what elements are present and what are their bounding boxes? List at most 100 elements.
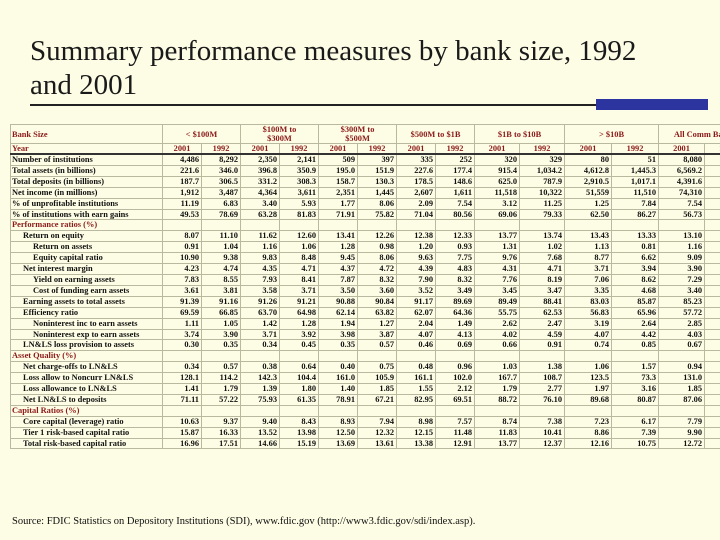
table-cell: 11.83 [474, 426, 521, 439]
table-row: Noninterest exp to earn assets 3.74 3.90 3.… [10, 328, 720, 341]
table-cell: 8.19 [519, 273, 566, 286]
table-cell: 4.33 [704, 328, 720, 341]
page-title: Summary performance measures by bank siz… [30, 35, 637, 101]
table-cell: 509 [318, 152, 359, 166]
year-header: 2001 [162, 143, 202, 155]
table-cell: 0.45 [278, 339, 320, 352]
table-cell: 11.10 [201, 230, 241, 243]
table-cell: 73.3 [611, 372, 660, 385]
table-cell: 63.70 [240, 306, 280, 319]
table-cell: 12.15 [396, 426, 437, 439]
table-cell: 7.87 [318, 273, 359, 286]
table-cell: 1.05 [201, 317, 241, 330]
table-cell: 12.38 [396, 230, 437, 243]
table-cell: 1.94 [318, 317, 359, 330]
table-cell: 61.35 [278, 393, 320, 406]
table-cell: 51,559 [564, 186, 613, 199]
table-cell: 1,611 [435, 186, 476, 199]
table-cell: 11.48 [435, 426, 476, 439]
table-cell: 787.9 [519, 175, 566, 188]
table-cell: 3.61 [162, 284, 202, 297]
section-label: Capital Ratios (%) [10, 404, 163, 417]
table-cell: 0.94 [658, 361, 706, 374]
table-cell: 0.93 [435, 241, 476, 254]
table-cell: 0.34 [240, 339, 280, 352]
table-row: % of institutions with earn gains 49.53 78… [10, 208, 720, 221]
table-cell: 2.77 [519, 383, 566, 395]
table-cell [278, 404, 320, 417]
table-cell: 88.41 [519, 295, 566, 308]
table-cell: 1.57 [611, 361, 660, 374]
row-label: % of institutions with earn gains [10, 208, 163, 221]
table-cell: 131.0 [658, 372, 706, 385]
table-cell: 1,445 [357, 186, 398, 199]
table-cell: 75.82 [357, 208, 398, 221]
table-cell: 2.09 [396, 197, 437, 210]
table-cell: 80.87 [611, 393, 660, 406]
table-cell: 396.8 [240, 164, 280, 177]
table-cell [201, 404, 241, 417]
table-row: % of unprofitable institutions 11.19 6.83 3… [10, 197, 720, 210]
year-header: 1992 [704, 143, 720, 155]
table-cell: 64.68 [704, 306, 720, 319]
table-cell: 0.85 [611, 339, 660, 352]
table-cell: 89.49 [474, 295, 521, 308]
table-cell: 91.17 [396, 295, 437, 308]
table-cell: 2.04 [396, 317, 437, 330]
table-cell: 11.19 [162, 197, 202, 210]
year-header: 2001 [564, 143, 613, 155]
table-cell: 1.04 [201, 241, 241, 254]
table-cell [519, 404, 566, 417]
year-label: Year [10, 143, 163, 155]
table-cell: 15.87 [162, 426, 202, 439]
table-cell: 3.40 [240, 197, 280, 210]
table-cell: 1.20 [396, 241, 437, 254]
year-header: 1992 [278, 143, 320, 155]
table-cell: 3.71 [240, 328, 280, 341]
table-cell: 91.16 [201, 295, 241, 308]
table-cell [396, 404, 437, 417]
table-cell: 167.7 [474, 372, 521, 385]
table-cell: 9.38 [201, 252, 241, 265]
table-cell: 1.06 [564, 361, 613, 374]
table-cell: 82.95 [396, 393, 437, 406]
section-row: Capital Ratios (%) [10, 404, 720, 417]
table-cell: 7.23 [564, 415, 613, 428]
table-cell: 3.50 [318, 284, 359, 297]
table-cell: 0.91 [162, 241, 202, 254]
table-row: Total risk-based capital ratio 16.96 17.51… [10, 437, 720, 450]
table-cell: 2,350 [240, 152, 280, 166]
row-label: Number of institutions [10, 152, 163, 166]
row-label: Noninterest exp to earn assets [10, 328, 163, 341]
table-cell: 64.36 [435, 306, 476, 319]
table-cell: 69.51 [435, 393, 476, 406]
group-header: > $10B [564, 124, 660, 144]
table-cell: 13.74 [519, 230, 566, 243]
table-cell: 11,462 [704, 152, 720, 166]
table-cell [278, 219, 320, 232]
year-header: 2001 [658, 143, 706, 155]
table-cell: 0.76 [704, 339, 720, 352]
table-cell: 397 [357, 152, 398, 166]
year-header: 1992 [357, 143, 398, 155]
table-cell: 16.33 [201, 426, 241, 439]
table-row: Net LN&LS to deposits 71.11 57.22 75.93 61.3… [10, 393, 720, 406]
table-cell: 90.84 [357, 295, 398, 308]
table-cell: 8.41 [278, 273, 320, 286]
table-cell: 8.32 [435, 273, 476, 286]
table-cell: 3.47 [519, 284, 566, 297]
table-cell: 8.07 [162, 230, 202, 243]
table-cell: 1.28 [318, 241, 359, 254]
table-cell: 12.72 [658, 437, 706, 450]
table-cell: 10.90 [162, 252, 202, 265]
table-cell: 4.72 [357, 263, 398, 275]
table-cell: 4,486 [162, 152, 202, 166]
table-cell: 71.11 [162, 393, 202, 406]
table-cell [162, 350, 202, 363]
table-cell: 7.79 [658, 415, 706, 428]
table-cell: 1.02 [519, 241, 566, 254]
table-cell: 0.67 [658, 339, 706, 352]
table-cell: 11.62 [240, 230, 280, 243]
table-cell: 4.02 [474, 328, 521, 341]
table-cell: 13.98 [278, 426, 320, 439]
